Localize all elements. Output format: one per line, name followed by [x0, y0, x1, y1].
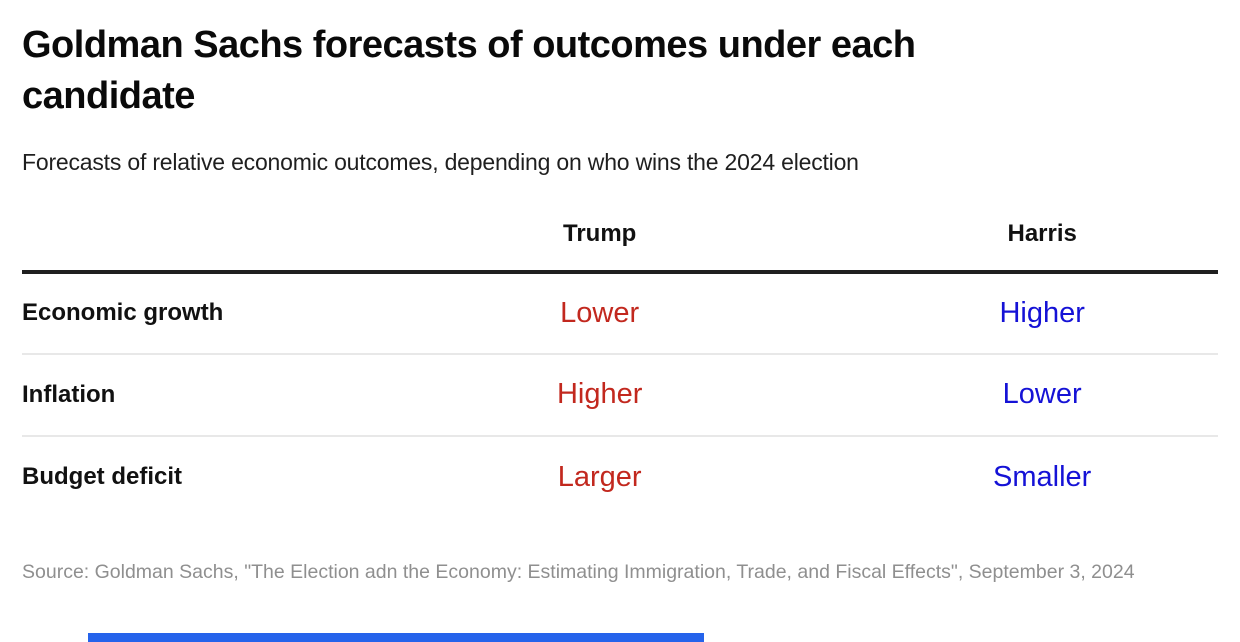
- table-body: Economic growth Lower Higher Inflation H…: [22, 272, 1218, 518]
- row-label: Budget deficit: [22, 463, 182, 491]
- trump-value: Lower: [560, 296, 640, 329]
- table-row-inflation: Inflation Higher Lower: [22, 354, 1218, 436]
- bottom-accent-bar: [88, 633, 704, 642]
- harris-value: Smaller: [993, 460, 1092, 493]
- row-label: Inflation: [22, 380, 116, 408]
- harris-value: Lower: [1002, 378, 1082, 411]
- harris-value: Higher: [999, 296, 1085, 329]
- forecast-table: Trump Harris Economic growth Lower Highe…: [22, 220, 1218, 518]
- trump-value: Higher: [556, 378, 643, 411]
- table-header: Trump Harris: [22, 220, 1218, 272]
- column-header-category: [22, 220, 333, 272]
- page-title: Goldman Sachs forecasts of outcomes unde…: [22, 24, 916, 118]
- table-row-budget-deficit: Budget deficit Larger Smaller: [22, 436, 1218, 518]
- column-header-trump: Trump: [562, 219, 637, 247]
- trump-value: Larger: [557, 460, 642, 493]
- row-label: Economic growth: [22, 299, 224, 327]
- chart-subtitle: Forecasts of relative economic outcomes,…: [22, 148, 859, 175]
- source-note: Source: Goldman Sachs, "The Election adn…: [22, 560, 1135, 583]
- table-row-economic-growth: Economic growth Lower Higher: [22, 272, 1218, 354]
- column-header-harris: Harris: [1007, 219, 1077, 247]
- header-row: Trump Harris: [22, 220, 1218, 272]
